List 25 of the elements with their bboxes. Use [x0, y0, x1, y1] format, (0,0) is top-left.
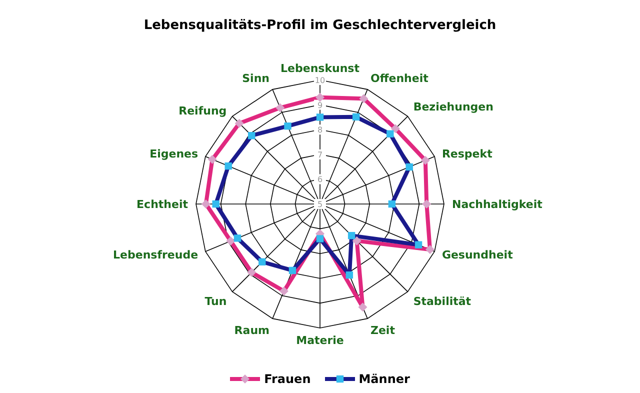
spoke-label: Gesundheit: [442, 248, 513, 262]
legend-label: Männer: [358, 372, 410, 386]
y-tick-label: 10: [314, 76, 326, 85]
spoke-label: Offenheit: [370, 72, 428, 86]
spoke-label: Tun: [204, 295, 227, 308]
spoke-label: Stabilität: [413, 295, 472, 308]
y-tick-label: 6: [317, 175, 323, 184]
spoke-label: Materie: [296, 334, 344, 347]
spoke-label: Lebenskunst: [280, 62, 360, 75]
spoke-label: Nachhaltigkeit: [452, 198, 542, 211]
spoke-label: Echtheit: [136, 198, 188, 211]
spoke-label: Zeit: [370, 324, 395, 337]
y-tick-label: 8: [317, 126, 323, 135]
spoke-label: Lebensfreude: [113, 248, 198, 262]
spoke-label: Beziehungen: [413, 100, 494, 114]
y-tick-label: 5: [317, 200, 323, 209]
spoke-label: Respekt: [442, 147, 492, 160]
chart-title: Lebensqualitäts-Profil im Geschlechtervergleich: [142, 18, 498, 33]
spoke-label: Eigenes: [150, 147, 198, 160]
legend-label: Frauen: [264, 372, 311, 386]
y-tick-label: 7: [317, 150, 323, 160]
spoke-label: Reifung: [178, 104, 227, 118]
spoke-label: Raum: [234, 324, 270, 337]
spoke-label: Sinn: [242, 72, 270, 86]
y-tick-label: 9: [317, 100, 323, 110]
